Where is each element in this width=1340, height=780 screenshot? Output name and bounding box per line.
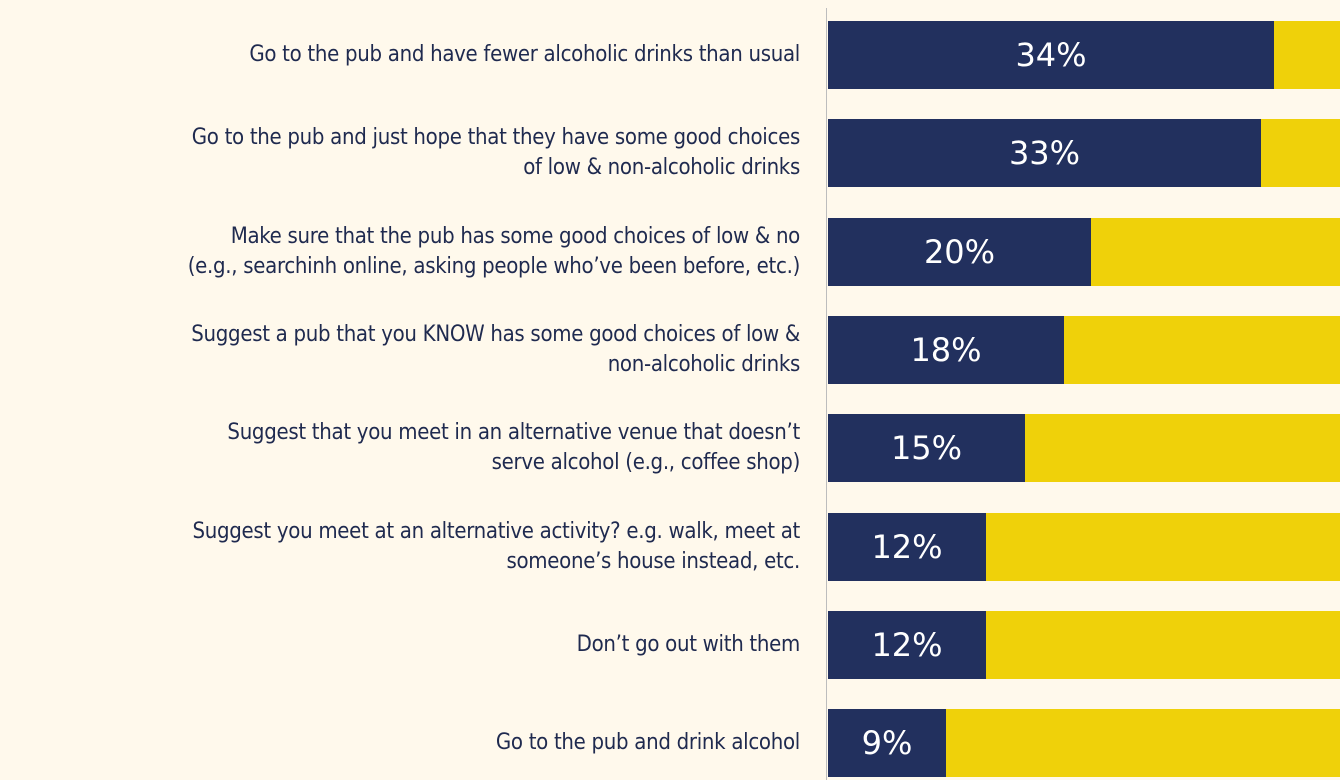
bar-row: 15% — [828, 414, 1340, 483]
bar-remainder-segment — [1091, 217, 1340, 286]
bar-primary-segment — [828, 709, 946, 778]
category-label: Suggest that you meet in an alternative … — [227, 420, 800, 476]
bar-primary-segment — [828, 315, 1064, 384]
bar-remainder-segment — [1274, 21, 1340, 89]
bar-row: 34% — [828, 21, 1340, 89]
bar-remainder-segment — [986, 610, 1340, 679]
bar-primary-segment — [828, 610, 986, 679]
bar-value-label: 34% — [1015, 36, 1087, 74]
bar-row: 12% — [828, 610, 1340, 679]
category-label: Don’t go out with them — [576, 631, 801, 657]
bar-value-label: 20% — [923, 232, 996, 271]
bar-remainder-segment — [986, 512, 1340, 581]
category-label: Go to the pub and have fewer alcoholic d… — [249, 42, 800, 67]
bar-value-label: 9% — [861, 724, 913, 763]
bar-remainder-segment — [1064, 315, 1340, 384]
bar-remainder-segment — [946, 709, 1340, 778]
category-label: Suggest a pub that you KNOW has some goo… — [191, 321, 800, 377]
bar-row: 18% — [828, 315, 1340, 384]
bar-value-label: 12% — [871, 625, 943, 664]
bar-row: 33% — [828, 119, 1340, 188]
category-label: Suggest you meet at an alternative activ… — [192, 518, 800, 574]
vertical-axis-line — [826, 8, 827, 780]
bar-remainder-segment — [1261, 119, 1340, 188]
bar-primary-segment — [828, 21, 1274, 89]
category-label: Go to the pub and drink alcohol — [495, 730, 800, 756]
category-label: Make sure that the pub has some good cho… — [187, 223, 801, 279]
bar-primary-segment — [828, 217, 1091, 286]
bar-value-label: 18% — [910, 330, 982, 369]
bar-value-label: 12% — [871, 527, 943, 566]
bar-row: 9% — [828, 709, 1340, 778]
bar-row: 12% — [828, 512, 1340, 581]
bar-remainder-segment — [1025, 414, 1340, 483]
bar-primary-segment — [828, 512, 986, 581]
bar-value-label: 33% — [1008, 134, 1081, 173]
bar-row: 20% — [828, 217, 1340, 286]
bar-primary-segment — [828, 414, 1025, 483]
bar-value-label: 15% — [890, 429, 963, 468]
bar-primary-segment — [828, 119, 1261, 188]
category-label: Go to the pub and just hope that they ha… — [191, 125, 801, 181]
